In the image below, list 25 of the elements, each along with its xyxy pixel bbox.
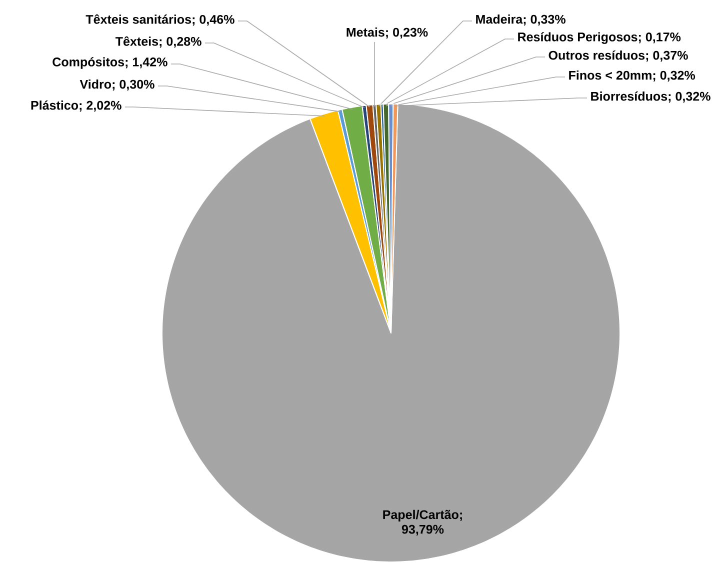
data-label: ; 0,32% [668,92,710,103]
slice-label: Metais [346,27,384,37]
data-label: ; 0,37% [646,50,688,62]
slice-label: Vidro [80,79,112,89]
slice-label: Madeira [476,14,523,24]
data-label: ; 0,28% [160,36,202,48]
data-label: ; 0,32% [653,70,696,82]
slice-label: Papel/Cartão [383,510,458,522]
slice-label: Biorresíduos [591,91,668,101]
text: 93,79% [402,524,444,536]
data-label: ; 0,30% [112,80,154,91]
data-label: ; 0,46% [192,14,234,26]
slice-label: Outros resíduos [548,50,645,60]
data-label: ; 0,33% [524,14,566,26]
slice-label: Têxteis sanitários [86,14,192,24]
slice-label: Plástico [31,100,78,110]
slice-label: Resíduos Perigosos [518,32,638,44]
data-label: ; 0,23% [386,28,428,39]
data-label: ; 0,17% [638,32,681,44]
slice-label: Compósitos [52,57,124,69]
slice-label: Têxteis [116,36,158,46]
slice-label: Finos < 20mm [569,70,652,80]
text: ; [460,512,462,521]
data-label: ; 2,02% [80,100,122,112]
data-label: ; 1,42% [126,58,168,68]
